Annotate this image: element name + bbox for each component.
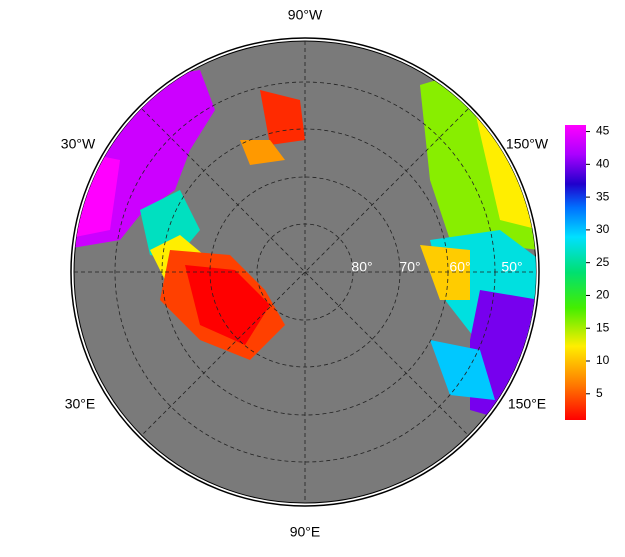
colorbar-tick-label: 10 [596, 353, 610, 367]
colorbar-tick-label: 45 [596, 124, 610, 138]
graticule [74, 41, 536, 503]
colorbar: 5 10 15 20 25 30 35 40 45 [565, 124, 610, 420]
latitude-label: 80° [351, 259, 372, 275]
colorbar-ramp [565, 125, 586, 420]
latitude-label: 70° [399, 259, 420, 275]
colorbar-tick-label: 5 [596, 386, 603, 400]
colorbar-tick-label: 15 [596, 320, 610, 334]
longitude-label: 150°W [506, 136, 549, 152]
longitude-label: 150°E [508, 396, 546, 412]
longitude-label: 30°W [61, 136, 96, 152]
colorbar-tick-label: 20 [596, 288, 610, 302]
latitude-label: 50° [501, 259, 522, 275]
longitude-label: 30°E [65, 396, 96, 412]
colorbar-tick-label: 25 [596, 255, 610, 269]
labels: 90°W 30°W 150°W 30°E 150°E 90°E 80° 70° 60° 50° [61, 7, 549, 540]
colorbar-tick-label: 30 [596, 222, 610, 236]
colorbar-tick-label: 35 [596, 189, 610, 203]
map-disk [70, 37, 540, 507]
longitude-label: 90°E [290, 524, 321, 540]
longitude-label: 90°W [288, 7, 323, 23]
colorbar-tick-label: 40 [596, 157, 610, 171]
latitude-label: 60° [449, 259, 470, 275]
sea-ice-field [74, 70, 536, 430]
